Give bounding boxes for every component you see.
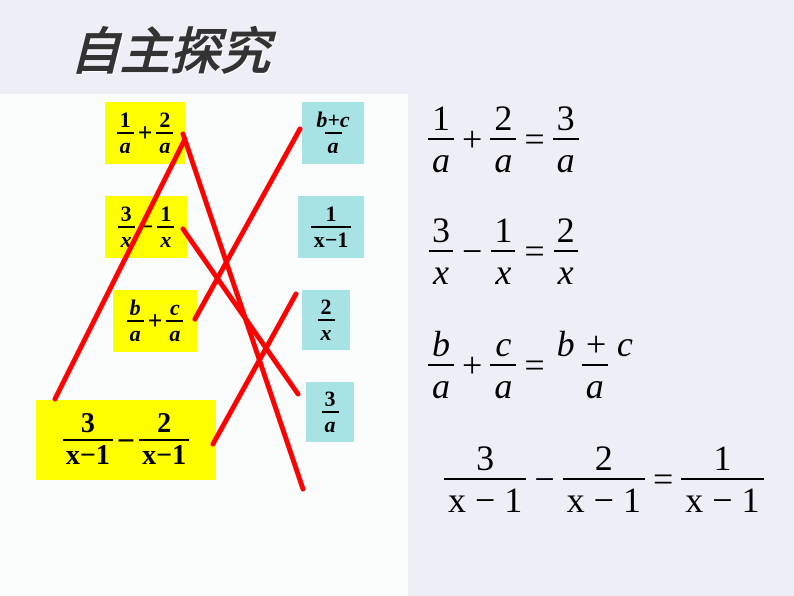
den: x	[491, 250, 515, 292]
den: a	[428, 364, 454, 406]
num: b + c	[553, 324, 637, 364]
equation-2: 3x − 1x = 2x	[428, 210, 579, 292]
op: +	[454, 344, 490, 386]
equation-1: 1a + 2a = 3a	[428, 98, 579, 180]
den: x − 1	[444, 478, 526, 520]
op: −	[454, 230, 490, 272]
num: 3	[428, 210, 454, 250]
op: +	[454, 118, 490, 160]
equals: =	[516, 118, 552, 160]
den: a	[428, 138, 454, 180]
den: x	[554, 250, 578, 292]
num: 2	[553, 210, 579, 250]
den: x − 1	[681, 478, 763, 520]
den: a	[553, 138, 579, 180]
den: a	[490, 364, 516, 406]
num: 2	[591, 438, 617, 478]
den: x − 1	[563, 478, 645, 520]
equals: =	[645, 458, 681, 500]
num: 3	[553, 98, 579, 138]
num: 2	[490, 98, 516, 138]
equation-3: ba + ca = b + ca	[428, 324, 637, 406]
num: 1	[490, 210, 516, 250]
num: 3	[472, 438, 498, 478]
num: 1	[709, 438, 735, 478]
equals: =	[516, 344, 552, 386]
den: a	[582, 364, 608, 406]
num: b	[428, 324, 454, 364]
match-lines	[0, 94, 408, 596]
den: x	[429, 250, 453, 292]
num: 1	[428, 98, 454, 138]
op: −	[526, 458, 562, 500]
den: a	[490, 138, 516, 180]
num: c	[491, 324, 515, 364]
equation-4: 3x − 1 − 2x − 1 = 1x − 1	[444, 438, 764, 520]
page-title: 自主探究	[70, 12, 270, 84]
equals: =	[516, 230, 552, 272]
